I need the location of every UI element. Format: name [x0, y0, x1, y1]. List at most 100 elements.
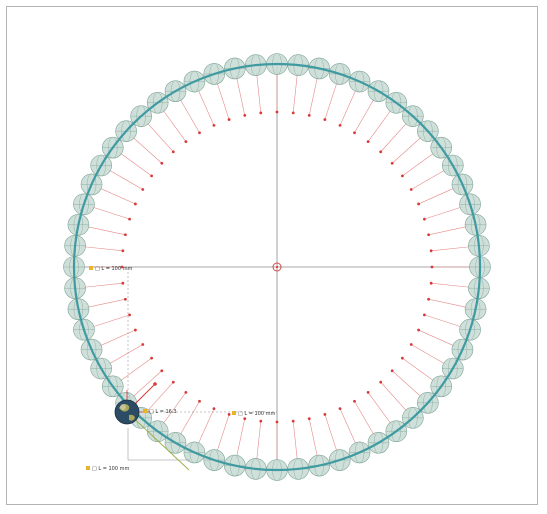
vector-tip — [134, 202, 137, 206]
gravity-vector — [86, 226, 126, 236]
vector-tip — [243, 417, 247, 421]
vector-tip — [134, 328, 137, 332]
gravity-vector — [367, 109, 392, 142]
gravity-vector — [162, 392, 187, 425]
gravity-vector — [86, 298, 126, 308]
vector-tip — [212, 124, 216, 127]
gravity-vector — [131, 136, 163, 164]
center-dimension-text: □ L = 100 mm — [238, 411, 275, 417]
vector-tip — [275, 420, 279, 424]
gravity-vector — [216, 81, 230, 120]
gravity-vector — [428, 226, 468, 236]
vector-tip — [323, 413, 327, 416]
gravity-vector — [179, 401, 200, 437]
gravity-vector — [308, 76, 318, 116]
vector-tip — [227, 413, 231, 416]
gravity-vector — [391, 370, 423, 398]
gravity-vector — [146, 121, 174, 153]
gravity-vector — [391, 136, 423, 164]
vector-tip — [409, 188, 413, 191]
label-swatch — [86, 466, 90, 470]
vector-tip — [417, 328, 420, 332]
vector-tip — [123, 233, 127, 237]
gravity-vector — [179, 97, 200, 133]
vector-tip — [417, 202, 420, 206]
gravity-vector — [402, 152, 435, 177]
gravity-vector — [83, 282, 123, 288]
vector-tip — [409, 343, 413, 346]
gravity-vector — [292, 73, 298, 113]
gravity-vector — [431, 282, 471, 288]
vector-tip — [227, 118, 231, 121]
gravity-vector — [162, 109, 187, 142]
gravity-vector — [324, 81, 338, 120]
figure-frame — [6, 6, 538, 505]
gravity-vector — [424, 206, 463, 220]
vector-tip — [259, 419, 263, 423]
gravity-vector — [380, 381, 408, 413]
gravity-vector — [197, 408, 215, 446]
gravity-vector — [339, 408, 357, 446]
vector-tip — [128, 217, 131, 221]
vector-tip — [150, 174, 154, 178]
vector-tip — [423, 313, 426, 317]
vector-tip — [307, 417, 311, 421]
vector-tip — [423, 217, 426, 221]
vector-tip — [275, 110, 279, 114]
gravity-vector — [431, 246, 471, 252]
vector-tip — [353, 131, 356, 135]
vector-tip — [121, 249, 125, 253]
gravity-vector — [402, 357, 435, 382]
vector-tip — [390, 161, 394, 165]
gravity-vector — [119, 357, 152, 382]
vector-tip — [198, 399, 201, 403]
orbit-circle — [72, 62, 482, 472]
vector-tip — [379, 150, 383, 154]
vector-tip — [243, 113, 247, 117]
gravity-vector — [428, 298, 468, 308]
gravity-vector — [418, 187, 456, 205]
gravity-vector — [367, 392, 392, 425]
vector-tip — [171, 150, 175, 154]
vector-tip — [121, 281, 125, 285]
vector-tip — [379, 380, 383, 384]
gravity-vector — [292, 421, 298, 461]
vector-tip — [400, 174, 404, 178]
gravity-vector — [83, 246, 123, 252]
gravity-vector — [424, 314, 463, 328]
center-dimension-label: □ L = 100 mm — [232, 411, 275, 417]
vector-tip — [338, 124, 342, 127]
vector-tip — [430, 265, 434, 269]
earth-tag-label: □ L = 16.3 — [143, 409, 177, 415]
vector-tip — [353, 399, 356, 403]
vector-tip — [184, 140, 188, 144]
gravity-vector — [146, 381, 174, 413]
gravity-vector — [354, 97, 375, 133]
vector-tip — [291, 419, 295, 423]
vector-tip — [123, 297, 127, 301]
label-swatch — [232, 411, 236, 415]
vector-tip — [198, 131, 201, 135]
velocity-vector — [126, 411, 190, 471]
gravity-vector — [91, 314, 130, 328]
vector-tip — [160, 161, 164, 165]
gravity-vector — [256, 73, 262, 113]
left-dimension-label: □ L = 100 mm — [89, 266, 132, 272]
vector-tip — [212, 407, 216, 410]
vector-tip — [427, 297, 431, 301]
vector-tip — [141, 343, 145, 346]
label-swatch — [89, 266, 93, 270]
gravity-vector — [197, 88, 215, 126]
gravity-vector — [354, 401, 375, 437]
bottom-dimension-label: □ L = 100 mm — [86, 466, 129, 472]
bottom-dimension-text: □ L = 100 mm — [92, 466, 129, 472]
gravity-vector — [98, 329, 136, 347]
gravity-vector — [418, 329, 456, 347]
gravity-vector — [107, 169, 143, 190]
gravity-vector — [256, 421, 262, 461]
vector-tip — [323, 118, 327, 121]
gravity-vector — [236, 418, 246, 458]
vector-tip — [259, 111, 263, 115]
vector-tip — [400, 356, 404, 360]
